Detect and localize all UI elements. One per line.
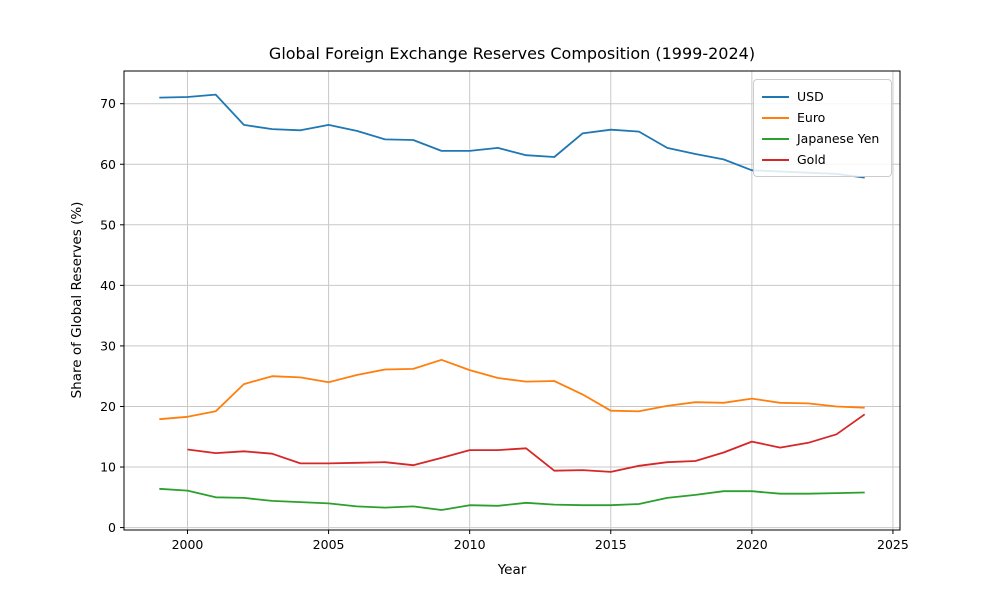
series-line-japanese-yen — [159, 487, 865, 511]
x-axis-label: Year — [497, 562, 527, 578]
legend-item-japanese-yen: Japanese Yen — [762, 128, 887, 149]
y-tick-label: 70 — [100, 96, 116, 111]
y-tick-label: 10 — [100, 460, 116, 475]
legend-label-euro: Euro — [797, 110, 826, 125]
legend-label-gold: Gold — [797, 152, 826, 167]
series-line-gold — [187, 413, 866, 473]
y-tick-label: 0 — [108, 520, 116, 535]
tick-marks — [120, 103, 894, 534]
legend-line-sample-usd — [762, 95, 789, 98]
legend-label-usd: USD — [797, 89, 824, 104]
y-tick-label: 20 — [100, 399, 116, 414]
x-tick-label: 2005 — [313, 537, 345, 552]
legend-line-sample-japanese-yen — [762, 137, 789, 140]
x-tick-label: 2025 — [877, 537, 909, 552]
series-line-usd — [159, 93, 865, 179]
legend-line-sample-gold — [762, 158, 789, 161]
x-tick-label: 2010 — [454, 537, 486, 552]
legend-label-japanese-yen: Japanese Yen — [797, 131, 880, 146]
legend: USD Euro Japanese Yen Gold — [753, 79, 892, 177]
x-tick-label: 2015 — [595, 537, 627, 552]
y-tick-label: 50 — [100, 217, 116, 232]
gridlines — [124, 71, 900, 530]
legend-line-sample-euro — [762, 116, 789, 119]
x-tick-label: 2020 — [736, 537, 768, 552]
y-tick-label: 60 — [100, 157, 116, 172]
legend-item-usd: USD — [762, 86, 887, 107]
legend-item-gold: Gold — [762, 149, 887, 170]
axes-spines — [123, 70, 901, 531]
series-line-euro — [159, 358, 865, 421]
tick-labels: 2000 2005 2010 2015 2020 2025 0 10 20 30 40 50 60 70 — [100, 96, 909, 552]
series-group — [159, 93, 866, 511]
y-tick-label: 40 — [100, 278, 116, 293]
chart-title: Global Foreign Exchange Reserves Composi… — [268, 44, 756, 63]
legend-item-euro: Euro — [762, 107, 887, 128]
x-tick-label: 2000 — [172, 537, 204, 552]
y-tick-label: 30 — [100, 338, 116, 353]
